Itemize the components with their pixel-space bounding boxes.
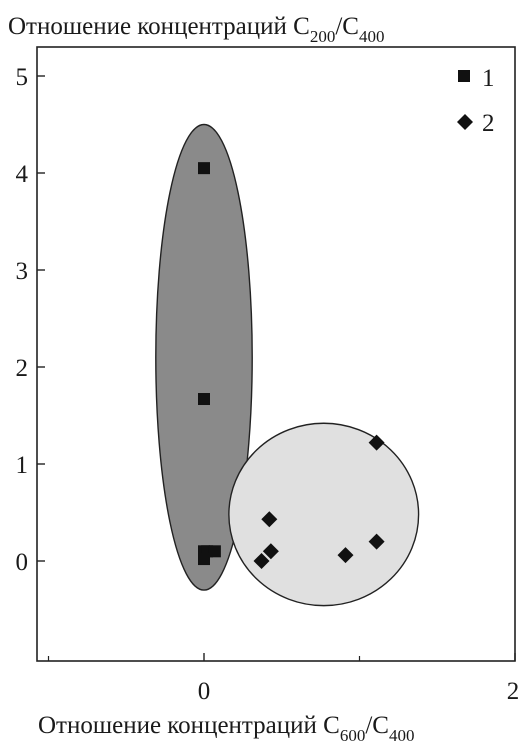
chart-title-sub2: 400 (359, 27, 385, 46)
point-series-1-0 (198, 162, 210, 175)
cluster-regions (155, 123, 420, 607)
y-tick-label-2: 2 (16, 355, 29, 382)
y-tick-label-5: 5 (16, 64, 29, 91)
y-tick-label-0: 0 (16, 549, 29, 576)
point-series-2-1 (261, 511, 278, 528)
legend-marker-series-1 (458, 70, 470, 82)
plot-frame (36, 46, 516, 662)
legend-label-series-2: 2 (482, 110, 495, 137)
point-series-2-3 (253, 553, 270, 569)
y-tick-label-1: 1 (16, 452, 29, 479)
legend: 1 2 (457, 65, 495, 137)
point-series-1-5 (198, 553, 210, 566)
x-axis-label-main: Отношение концентраций C (38, 712, 340, 739)
chart-title: Отношение концентраций C200/C400 (8, 13, 384, 46)
cluster-ellipse-2 (228, 422, 420, 607)
chart-title-main: Отношение концентраций C (8, 13, 310, 40)
point-series-2-5 (368, 533, 385, 550)
legend-marker-series-2 (457, 114, 473, 130)
chart-title-sub1: 200 (310, 27, 336, 46)
y-tick-label-3: 3 (16, 258, 29, 285)
x-axis-label-sep: /C (365, 712, 389, 739)
point-series-2-0 (368, 434, 385, 451)
cluster-ellipse-1 (155, 123, 253, 591)
y-tick-label-4: 4 (16, 161, 29, 188)
x-tick-label-0: 0 (198, 678, 211, 705)
data-points (198, 162, 385, 569)
legend-label-series-1: 1 (482, 65, 495, 92)
x-axis-label-sub1: 600 (340, 726, 366, 745)
x-axis-label: Отношение концентраций C600/C400 (38, 712, 414, 745)
point-series-1-4 (208, 545, 221, 558)
x-tick-label-2: 2 (507, 678, 520, 705)
point-series-2-4 (337, 547, 354, 564)
chart-title-sep: /C (335, 13, 359, 40)
point-series-2-2 (262, 543, 279, 560)
x-axis-label-sub2: 400 (389, 726, 415, 745)
point-series-1-1 (198, 393, 210, 406)
axis-ticks: 0 1 2 3 4 5 0 2 (16, 64, 520, 705)
